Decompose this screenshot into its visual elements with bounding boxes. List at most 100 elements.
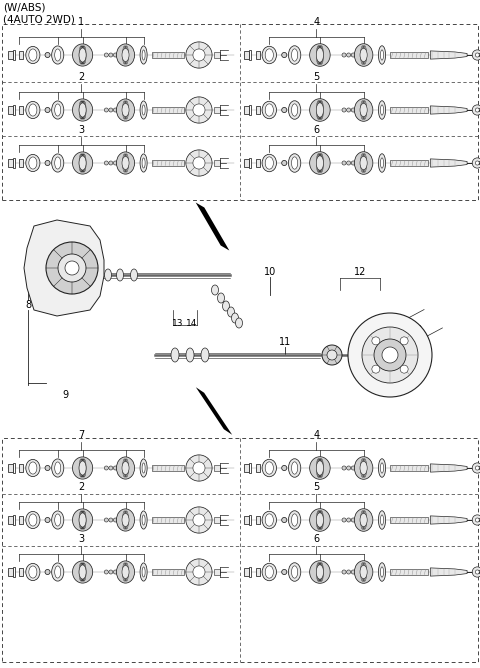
Bar	[244, 106, 249, 114]
Circle shape	[342, 53, 346, 57]
Ellipse shape	[186, 348, 194, 362]
Bar	[255, 568, 260, 576]
Ellipse shape	[117, 44, 134, 66]
Polygon shape	[196, 202, 229, 250]
Bar	[255, 106, 260, 114]
Ellipse shape	[360, 48, 367, 61]
Bar	[13, 464, 15, 472]
Ellipse shape	[105, 269, 111, 281]
Bar	[255, 51, 260, 59]
Bar	[8, 51, 13, 59]
Ellipse shape	[310, 152, 330, 174]
Ellipse shape	[142, 50, 145, 60]
Bar	[249, 158, 251, 168]
Ellipse shape	[265, 157, 274, 169]
Circle shape	[342, 518, 346, 522]
Ellipse shape	[262, 460, 276, 477]
Ellipse shape	[142, 463, 145, 473]
Bar	[244, 464, 249, 472]
Ellipse shape	[26, 563, 40, 580]
Text: 13: 13	[172, 319, 184, 327]
Ellipse shape	[265, 49, 274, 61]
Ellipse shape	[228, 307, 235, 317]
Circle shape	[372, 365, 380, 373]
Ellipse shape	[354, 43, 373, 66]
Ellipse shape	[291, 157, 298, 169]
Bar	[390, 569, 428, 574]
Ellipse shape	[72, 509, 93, 531]
Ellipse shape	[72, 152, 93, 174]
Ellipse shape	[381, 50, 384, 60]
Bar	[152, 466, 184, 470]
Ellipse shape	[291, 49, 298, 61]
Ellipse shape	[201, 348, 209, 362]
Ellipse shape	[26, 46, 40, 63]
Circle shape	[46, 242, 98, 294]
Bar	[8, 464, 13, 472]
Ellipse shape	[310, 43, 330, 66]
Ellipse shape	[72, 44, 93, 66]
Ellipse shape	[52, 154, 64, 172]
Circle shape	[342, 466, 346, 470]
Circle shape	[374, 339, 406, 371]
Ellipse shape	[265, 104, 274, 116]
Circle shape	[186, 507, 212, 533]
Bar	[390, 108, 428, 113]
Circle shape	[193, 104, 205, 116]
Ellipse shape	[72, 457, 93, 479]
Circle shape	[475, 53, 480, 57]
Ellipse shape	[310, 560, 330, 583]
Bar	[19, 159, 24, 167]
Circle shape	[472, 50, 480, 60]
Circle shape	[475, 108, 480, 112]
Bar	[214, 569, 220, 575]
Circle shape	[362, 327, 418, 383]
Ellipse shape	[360, 513, 367, 526]
Ellipse shape	[291, 104, 298, 116]
Bar	[152, 108, 184, 112]
Text: 1: 1	[78, 17, 84, 27]
Circle shape	[113, 518, 118, 522]
Ellipse shape	[354, 560, 373, 583]
Ellipse shape	[378, 459, 385, 477]
Text: 11: 11	[279, 337, 291, 347]
Bar	[244, 160, 249, 166]
Circle shape	[104, 466, 108, 470]
Circle shape	[400, 365, 408, 373]
Ellipse shape	[117, 561, 134, 583]
Ellipse shape	[140, 459, 147, 477]
Circle shape	[109, 53, 113, 57]
Bar	[2, 24, 478, 200]
Circle shape	[475, 466, 480, 470]
Circle shape	[193, 49, 205, 61]
Circle shape	[45, 466, 50, 470]
Ellipse shape	[117, 99, 134, 121]
Circle shape	[109, 570, 113, 574]
Bar	[244, 568, 249, 576]
Ellipse shape	[316, 461, 324, 475]
Ellipse shape	[262, 154, 276, 172]
Bar	[255, 516, 260, 524]
Ellipse shape	[55, 49, 61, 61]
Ellipse shape	[131, 269, 137, 281]
Ellipse shape	[262, 511, 276, 529]
Ellipse shape	[354, 457, 373, 480]
Circle shape	[475, 518, 480, 522]
Ellipse shape	[29, 49, 37, 61]
Ellipse shape	[72, 99, 93, 121]
Ellipse shape	[55, 566, 61, 578]
Bar	[13, 516, 15, 524]
Ellipse shape	[79, 103, 86, 117]
Ellipse shape	[52, 459, 64, 477]
Ellipse shape	[26, 154, 40, 172]
Ellipse shape	[29, 104, 37, 116]
Circle shape	[472, 463, 480, 473]
Circle shape	[282, 160, 287, 166]
Ellipse shape	[322, 345, 342, 365]
Ellipse shape	[288, 101, 301, 120]
Ellipse shape	[55, 104, 61, 116]
Bar	[214, 160, 220, 166]
Circle shape	[186, 559, 212, 585]
Ellipse shape	[79, 513, 86, 527]
Ellipse shape	[79, 156, 86, 170]
